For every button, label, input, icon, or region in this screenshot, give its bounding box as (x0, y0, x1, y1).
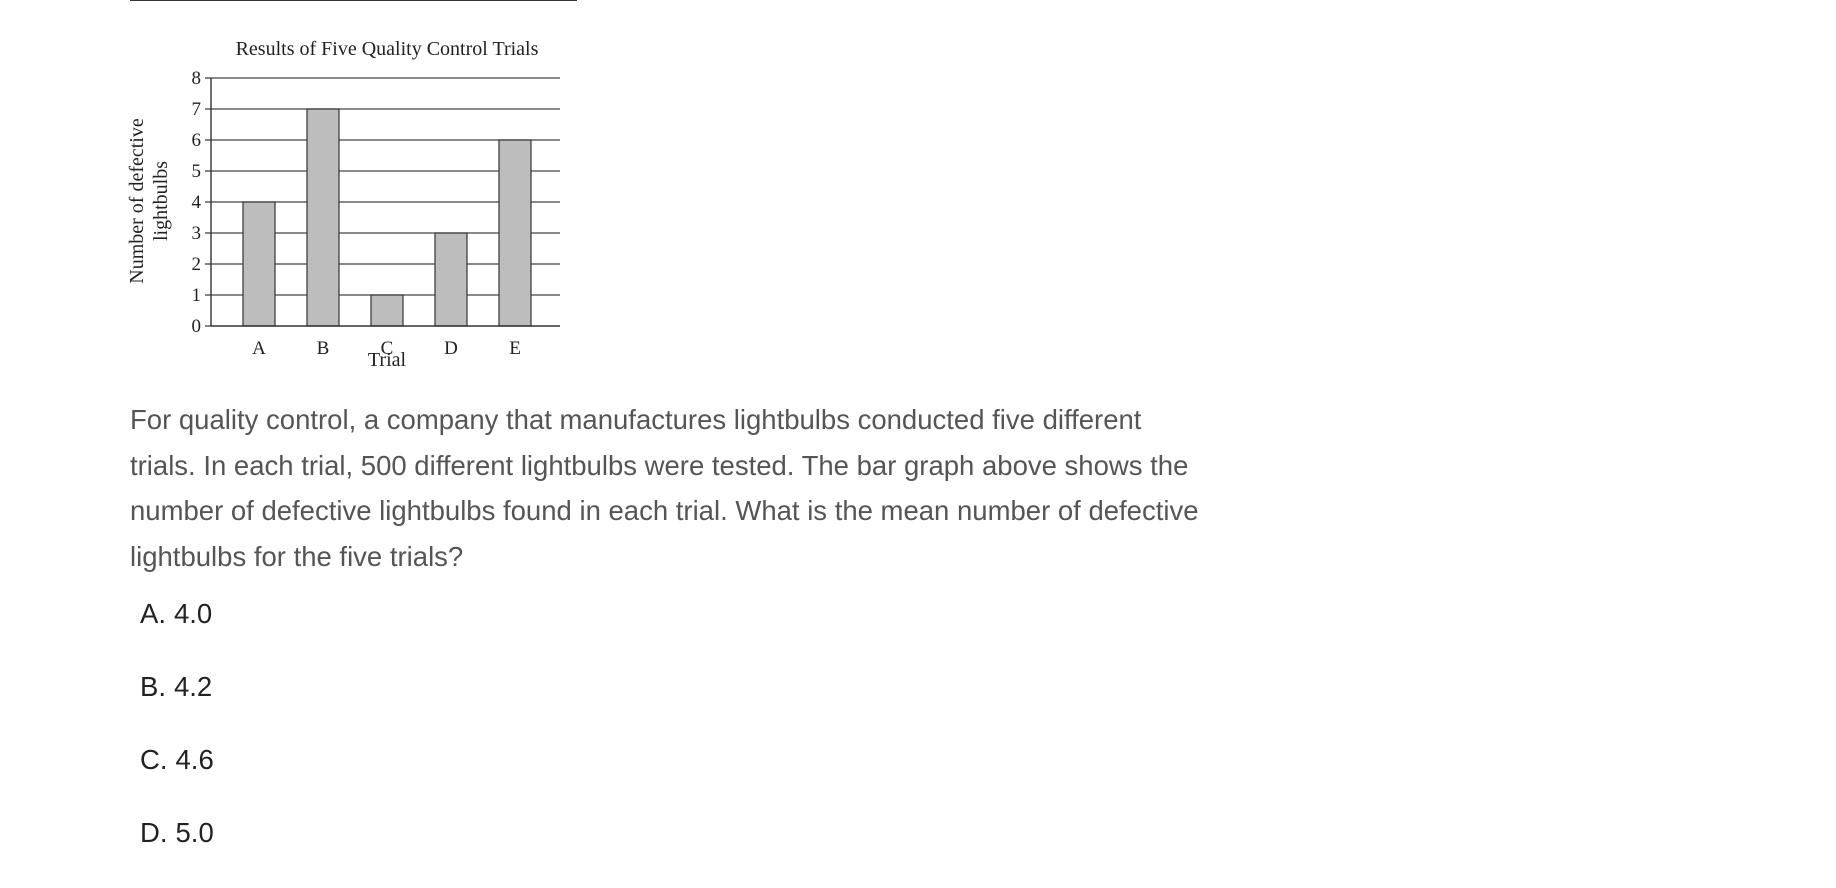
y-tick-label: 8 (192, 68, 202, 89)
bar-e (498, 139, 532, 327)
option-value: 4.6 (175, 743, 214, 775)
option-letter: B (140, 671, 166, 703)
y-axis-label-line-2: lightbulbs (150, 161, 172, 241)
y-tick-label: 1 (192, 285, 202, 306)
option-a[interactable]: A 4.0 (140, 596, 214, 631)
option-d[interactable]: D 5.0 (140, 815, 214, 850)
y-tick-label: 5 (192, 161, 202, 182)
y-axis-ticks: 0 1 2 3 4 5 6 7 8 (192, 68, 211, 337)
option-b[interactable]: B 4.2 (140, 669, 214, 704)
x-tick-label: C (381, 338, 394, 359)
y-axis-label-line-1: Number of defective (126, 118, 148, 284)
answer-options: A 4.0 B 4.2 C 4.6 D 5.0 (140, 596, 214, 888)
option-value: 4.0 (173, 597, 213, 629)
option-letter: A (140, 598, 166, 630)
bar-chart-svg: Results of Five Quality Control Trials 0… (126, 38, 560, 371)
x-tick-label: B (317, 338, 330, 359)
bar-c (370, 294, 404, 327)
top-divider (130, 0, 577, 1)
x-axis-label: Trial (368, 349, 407, 371)
x-tick-label: D (444, 338, 458, 359)
question-text: For quality control, a company that manu… (130, 404, 1199, 572)
x-tick-label: A (252, 338, 266, 359)
bar-d (434, 232, 468, 327)
y-tick-label: 7 (192, 99, 202, 120)
chart-title: Results of Five Quality Control Trials (236, 38, 539, 60)
bars (242, 108, 532, 327)
y-tick-label: 0 (192, 316, 202, 337)
option-letter: C (140, 744, 168, 776)
x-axis-ticks: A B C D E (252, 338, 521, 359)
x-tick-label: E (509, 338, 521, 359)
bar-b (306, 108, 340, 327)
y-tick-label: 2 (192, 254, 202, 275)
option-value: 4.2 (173, 670, 213, 702)
option-value: 5.0 (175, 816, 214, 848)
y-tick-label: 4 (192, 192, 202, 213)
option-c[interactable]: C 4.6 (140, 742, 214, 777)
bar-chart: Results of Five Quality Control Trials 0… (120, 28, 590, 398)
option-letter: D (140, 817, 168, 849)
y-tick-label: 6 (192, 130, 202, 151)
y-tick-label: 3 (192, 223, 202, 244)
bar-a (242, 201, 276, 327)
y-axis-label: Number of defective lightbulbs (126, 118, 172, 284)
